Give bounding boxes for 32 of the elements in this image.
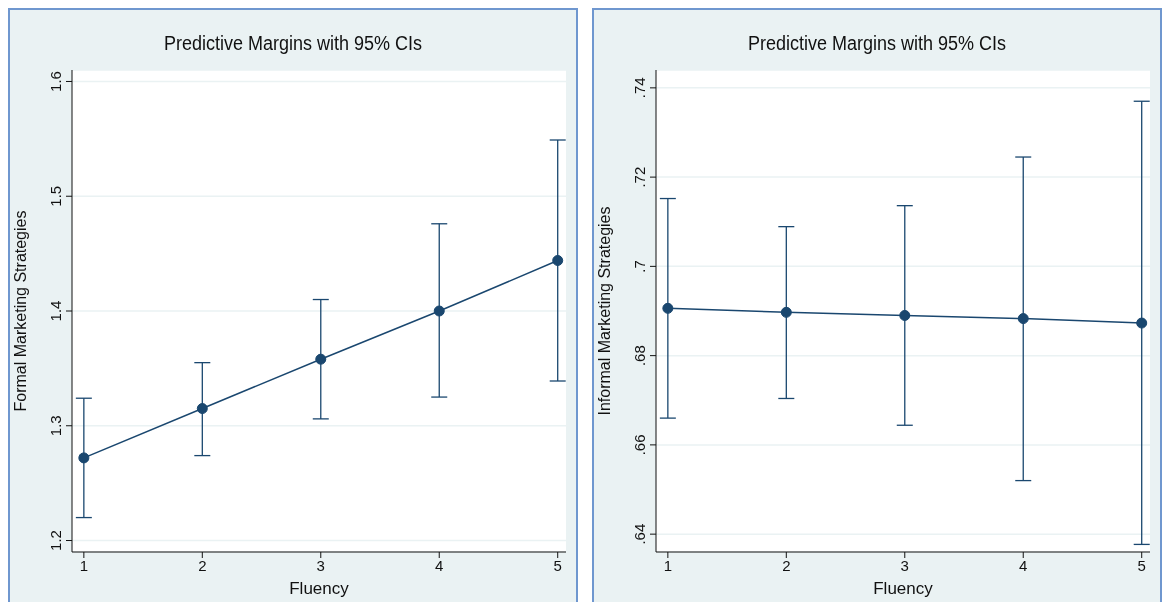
y-tick-label: .64 [631,523,648,545]
x-tick-label: 1 [663,556,673,574]
chart-title: Predictive Margins with 95% CIs [162,31,424,56]
x-tick-label: 2 [782,556,791,574]
x-axis-title: Fluency [289,579,350,598]
y-tick-label: 1.3 [47,415,64,437]
x-tick-label: 4 [435,556,444,574]
point [552,255,564,267]
y-tick-label: 1.6 [47,71,64,92]
y-tick-label: 1.4 [47,300,64,322]
x-tick-label: 5 [553,556,562,574]
x-tick-label: 1 [79,556,89,574]
point [196,403,208,415]
y-axis-title: Informal Marketing Strategies [595,206,613,416]
chart-title: Predictive Margins with 95% CIs [746,31,1008,56]
x-tick-label: 3 [900,556,909,574]
y-tick-label: .66 [631,434,648,456]
x-tick-label: 5 [1137,556,1146,574]
y-tick-label: 1.5 [47,185,64,207]
y-tick-label: .7 [631,260,648,273]
y-tick-label: .74 [631,77,648,99]
y-axis-title: Formal Marketing Strategies [11,210,29,412]
x-tick-label: 3 [316,556,325,574]
y-tick-label: .68 [631,345,648,367]
y-tick-label: .72 [631,166,648,188]
point [78,452,90,464]
point [315,353,327,365]
x-tick-label: 4 [1019,556,1028,574]
y-tick-label: 1.2 [47,530,64,551]
x-tick-label: 2 [198,556,207,574]
point [433,305,445,317]
x-axis-title: Fluency [873,579,934,598]
